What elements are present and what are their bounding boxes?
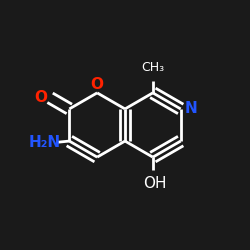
Text: OH: OH — [144, 176, 167, 191]
Text: N: N — [185, 102, 198, 116]
Text: O: O — [91, 76, 104, 92]
Text: H₂N: H₂N — [28, 135, 61, 150]
Text: CH₃: CH₃ — [141, 61, 165, 74]
Text: O: O — [34, 90, 47, 105]
